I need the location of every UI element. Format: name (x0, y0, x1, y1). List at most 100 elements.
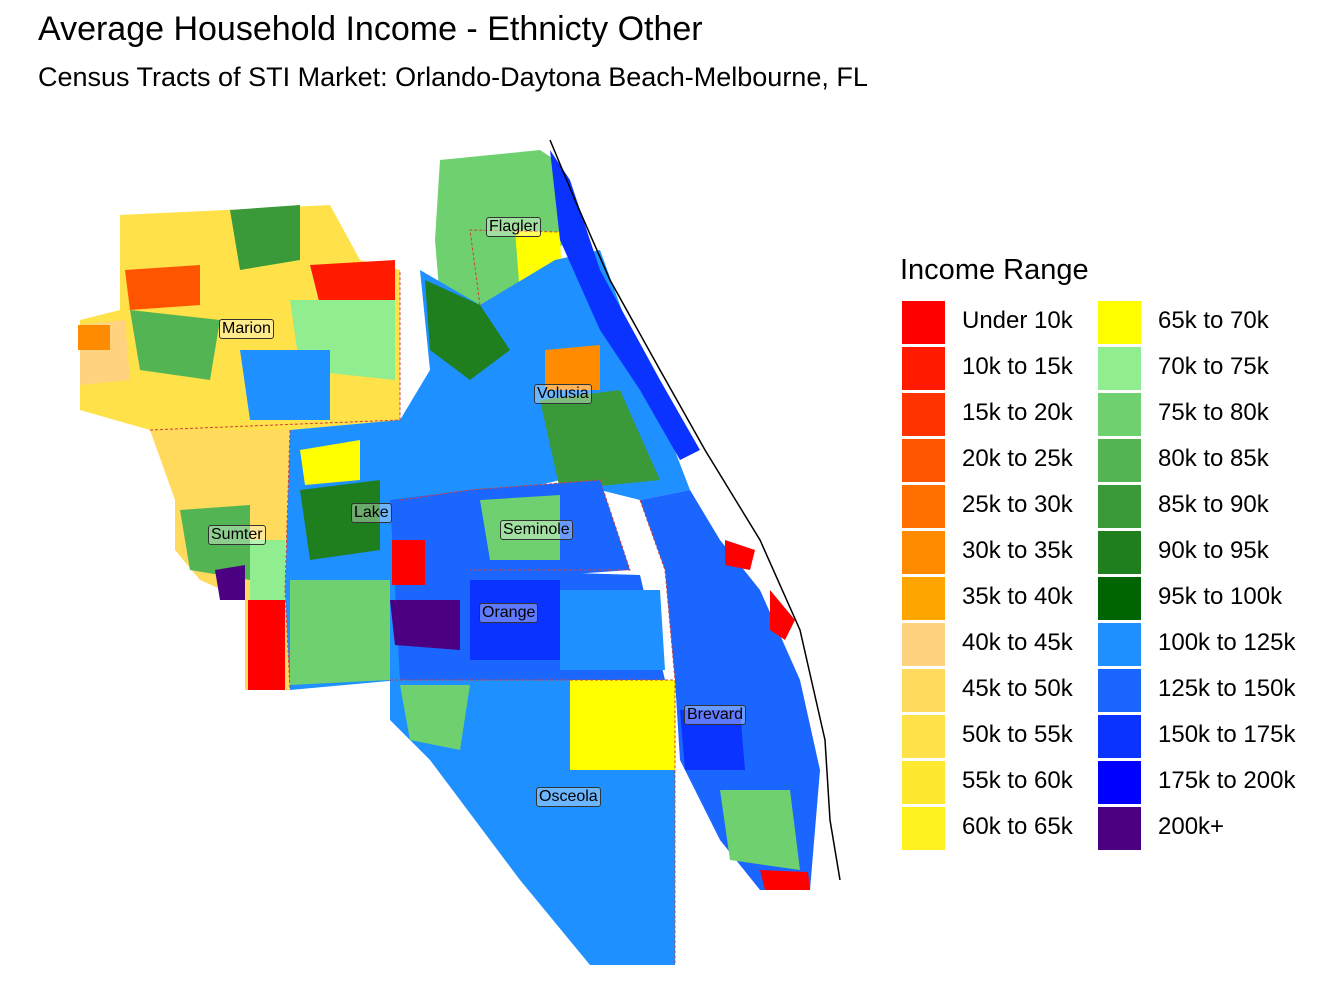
legend-item: 80k to 85k (1096, 438, 1292, 484)
county-label-volusia: Volusia (534, 384, 592, 404)
sumter-purple (215, 565, 245, 600)
legend-label: 80k to 85k (1158, 445, 1269, 472)
legend-swatch (1098, 347, 1141, 390)
county-boundary-brevard (639, 499, 676, 965)
legend-item: 55k to 60k (900, 760, 1096, 806)
lake-yellow (300, 440, 360, 485)
legend-title: Income Range (900, 254, 1089, 286)
legend-swatch (902, 393, 945, 436)
volusia-orange (545, 345, 600, 390)
legend-item: 25k to 30k (900, 484, 1096, 530)
volusia-green (540, 390, 660, 490)
legend-swatch (1098, 531, 1141, 574)
legend-label: 10k to 15k (962, 353, 1073, 380)
orange-blue (470, 580, 560, 660)
orange-purple (390, 600, 460, 650)
legend-item: Under 10k (900, 300, 1096, 346)
legend-label: 15k to 20k (962, 399, 1073, 426)
legend-item: 90k to 95k (1096, 530, 1292, 576)
county-label-sumter: Sumter (208, 525, 266, 545)
brevard-green (720, 790, 800, 870)
legend-label: 150k to 175k (1158, 721, 1296, 748)
county-boundary-seminole (399, 479, 631, 571)
legend-label: 175k to 200k (1158, 767, 1296, 794)
legend-label: 50k to 55k (962, 721, 1073, 748)
marion-green2 (130, 310, 220, 380)
map-canvas (78, 139, 841, 965)
choropleth-map: Flagler Marion Volusia Lake Seminole Sum… (0, 120, 880, 990)
legend: Income Range Under 10k 10k to 15k 15k to 2… (900, 250, 1340, 870)
legend-label: 55k to 60k (962, 767, 1073, 794)
legend-item: 100k to 125k (1096, 622, 1296, 668)
legend-item: 45k to 50k (900, 668, 1096, 714)
legend-item: 75k to 80k (1096, 392, 1292, 438)
legend-swatch (1098, 669, 1141, 712)
osceola-yellow (570, 680, 675, 770)
county-label-brevard: Brevard (684, 705, 747, 725)
legend-label: 45k to 50k (962, 675, 1073, 702)
legend-item: 175k to 200k (1096, 760, 1296, 806)
lake-green2 (290, 580, 390, 685)
marion-orange (125, 265, 200, 310)
legend-item: 65k to 70k (1096, 300, 1292, 346)
volusia-darkgreen (425, 280, 510, 380)
legend-item: 15k to 20k (900, 392, 1096, 438)
marion-orange2 (78, 325, 110, 350)
legend-label: 200k+ (1158, 813, 1225, 840)
legend-swatch (902, 761, 945, 804)
legend-swatch (902, 669, 945, 712)
legend-item: 10k to 15k (900, 346, 1096, 392)
county-label-marion: Marion (219, 319, 274, 339)
legend-item: 150k to 175k (1096, 714, 1296, 760)
orange-red (392, 540, 425, 585)
legend-items: Under 10k 10k to 15k 15k to 20k 20k to 25k 2… (900, 300, 1340, 860)
legend-item: 70k to 75k (1096, 346, 1292, 392)
legend-swatch (1098, 807, 1141, 850)
osceola-green (400, 685, 470, 750)
legend-swatch (902, 807, 945, 850)
county-boundary-lake (284, 429, 291, 691)
map-title: Average Household Income - Ethnicty Othe… (38, 10, 703, 48)
legend-label: 60k to 65k (962, 813, 1073, 840)
legend-label: 125k to 150k (1158, 675, 1296, 702)
legend-item: 40k to 45k (900, 622, 1096, 668)
county-boundary-flagler (469, 229, 561, 306)
legend-item: 50k to 55k (900, 714, 1096, 760)
sumter-lightgreen (250, 540, 285, 600)
legend-swatch (902, 485, 945, 528)
legend-swatch (1098, 623, 1141, 666)
legend-label: 25k to 30k (962, 491, 1073, 518)
legend-swatch (1098, 301, 1141, 344)
county-label-lake: Lake (351, 503, 392, 523)
legend-swatch (1098, 393, 1141, 436)
legend-swatch (902, 439, 945, 482)
marion-blue (240, 350, 330, 420)
legend-item: 125k to 150k (1096, 668, 1296, 714)
legend-label: 20k to 25k (962, 445, 1073, 472)
legend-label: 70k to 75k (1158, 353, 1269, 380)
legend-item: 20k to 25k (900, 438, 1096, 484)
sumter-green (180, 505, 250, 580)
county-boundary-marion (149, 270, 401, 431)
seminole-mix (480, 495, 560, 560)
legend-item: 60k to 65k (900, 806, 1096, 852)
legend-swatch (1098, 439, 1141, 482)
legend-swatch (1098, 715, 1141, 758)
legend-label: 100k to 125k (1158, 629, 1296, 656)
coastline (549, 139, 841, 881)
volusia-coast (550, 150, 700, 460)
brevard-blue (680, 710, 745, 770)
legend-item: 85k to 90k (1096, 484, 1292, 530)
sumter-red (248, 600, 285, 690)
marion-red (310, 260, 395, 305)
legend-label: 90k to 95k (1158, 537, 1269, 564)
map-subtitle: Census Tracts of STI Market: Orlando-Day… (38, 62, 868, 92)
legend-label: 65k to 70k (1158, 307, 1269, 334)
legend-label: 40k to 45k (962, 629, 1073, 656)
legend-swatch (902, 531, 945, 574)
lake-green (300, 480, 380, 560)
brevard-red2 (725, 540, 755, 570)
brevard-red (760, 870, 810, 890)
legend-swatch (902, 577, 945, 620)
legend-swatch (902, 623, 945, 666)
